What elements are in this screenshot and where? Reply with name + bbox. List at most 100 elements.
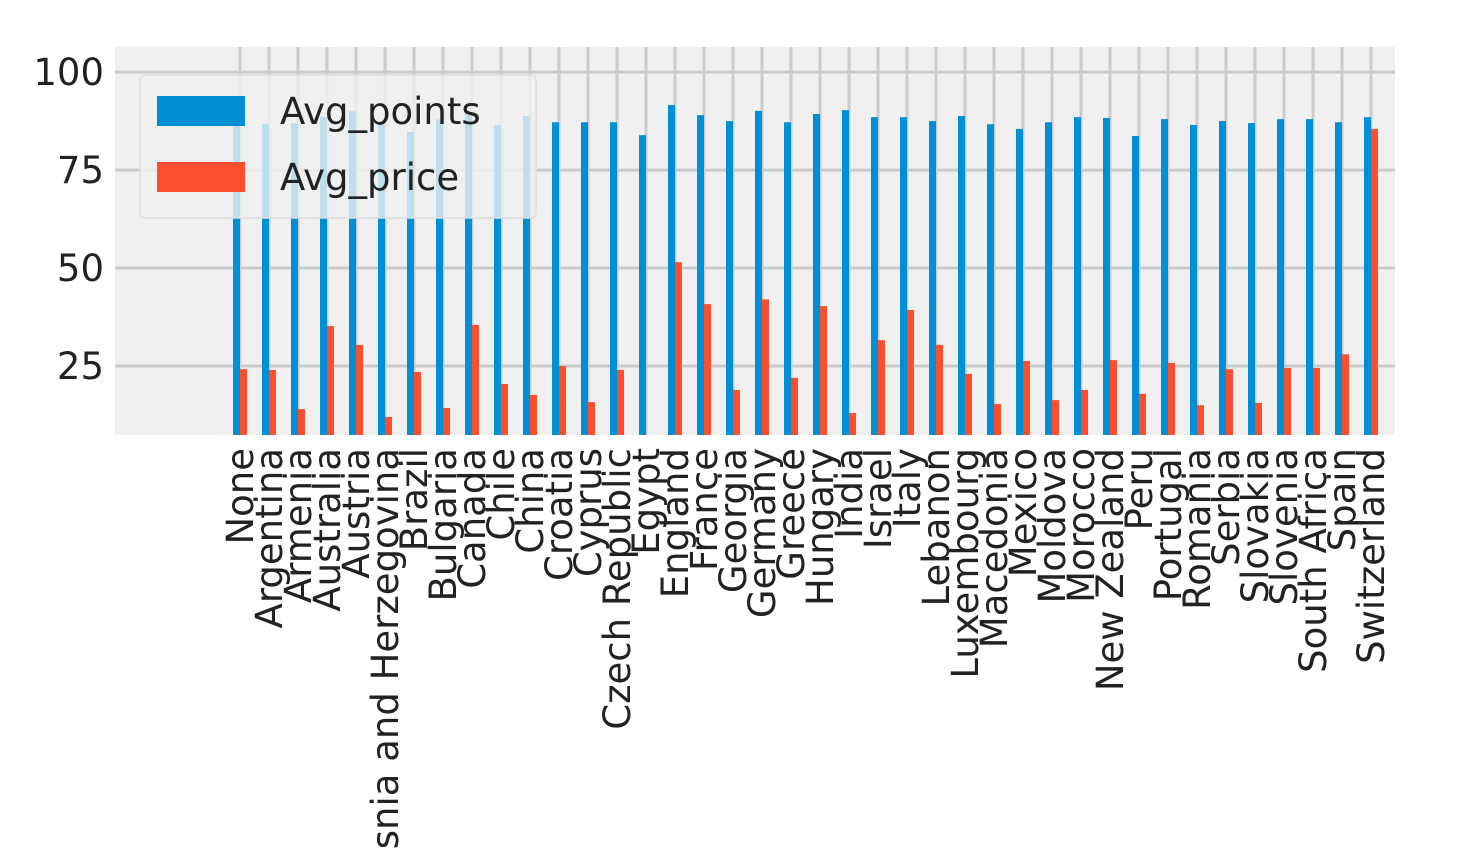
bar <box>871 117 878 435</box>
x-tick-label: Chile <box>480 448 523 541</box>
bar <box>1197 405 1204 435</box>
bar <box>465 113 472 436</box>
x-tick-label: Peru <box>1118 448 1161 530</box>
x-tick-label: India <box>828 448 871 539</box>
bar <box>697 115 704 435</box>
bar <box>262 124 269 436</box>
bar <box>327 326 334 435</box>
y-tick-label: 100 <box>33 51 104 94</box>
y-tick-label: 25 <box>57 345 104 388</box>
x-tick-label: Brazil <box>393 448 436 551</box>
x-tick-label: Macedonia <box>973 448 1016 648</box>
x-tick-label: China <box>509 448 552 554</box>
bar <box>639 135 646 435</box>
x-tick-label: Czech Republic <box>596 448 639 730</box>
bar <box>414 371 421 435</box>
bar <box>559 366 566 435</box>
x-tick-label: Moldova <box>1031 448 1074 604</box>
bar <box>704 304 711 435</box>
bar <box>878 340 885 435</box>
bar <box>1335 122 1342 436</box>
x-tick-label: Canada <box>451 448 494 589</box>
x-tick-label: Armenia <box>277 448 320 603</box>
bar <box>1139 393 1146 435</box>
bar <box>965 373 972 435</box>
bar <box>291 123 298 436</box>
bar <box>523 115 530 435</box>
bar <box>1364 117 1371 435</box>
bar <box>1161 119 1168 435</box>
bar <box>1074 117 1081 435</box>
bar <box>791 377 798 435</box>
bar <box>581 122 588 436</box>
bar <box>269 369 276 435</box>
bar <box>617 369 624 435</box>
y-tick-label: 75 <box>57 149 104 192</box>
bar <box>733 389 740 435</box>
bar <box>842 110 849 435</box>
bar <box>233 123 240 436</box>
bar <box>1052 400 1059 435</box>
x-tick-label: Germany <box>741 448 784 618</box>
bar <box>994 404 1001 435</box>
legend: Avg_points Avg_price <box>139 74 537 219</box>
bar <box>407 132 414 436</box>
x-tick-label: South Africa <box>1292 448 1335 673</box>
bar <box>1016 128 1023 435</box>
bar <box>588 402 595 435</box>
x-tick-label: Mexico <box>1002 448 1045 577</box>
bar <box>1277 119 1284 435</box>
bar <box>820 306 827 435</box>
bar <box>1168 362 1175 435</box>
x-tick-label: Austria <box>335 448 378 579</box>
x-tick-label: Morocco <box>1060 448 1103 603</box>
bar <box>240 369 247 435</box>
x-tick-label: France <box>683 448 726 571</box>
bar <box>349 111 356 435</box>
bar <box>1023 360 1030 435</box>
x-tick-label: Portugal <box>1147 448 1190 601</box>
bar <box>320 117 327 435</box>
x-tick-label: Lebanon <box>915 448 958 606</box>
bar <box>1306 119 1313 435</box>
x-tick-label: Argentina <box>248 448 291 628</box>
bar <box>762 299 769 435</box>
x-tick-label: Luxembourg <box>944 448 987 679</box>
bar <box>726 121 733 435</box>
bar <box>813 114 820 435</box>
x-tick-label: New Zealand <box>1089 448 1132 691</box>
bar <box>784 122 791 436</box>
legend-label: Avg_points <box>280 90 481 133</box>
bar <box>958 115 965 435</box>
legend-label: Avg_price <box>280 156 459 199</box>
x-tick-label: Greece <box>770 448 813 580</box>
bar <box>936 344 943 435</box>
y-tick-label: 50 <box>57 247 104 290</box>
bar <box>1219 121 1226 435</box>
bar <box>675 262 682 435</box>
bar <box>494 124 501 436</box>
bar <box>385 416 392 435</box>
x-tick-label: Australia <box>306 448 349 612</box>
bar <box>472 324 479 435</box>
x-tick-label: Hungary <box>799 448 842 606</box>
x-tick-label: Egypt <box>625 448 668 555</box>
bar <box>298 409 305 435</box>
bar <box>1342 354 1349 435</box>
x-tick-label: Georgia <box>712 448 755 593</box>
x-tick-label: Serbia <box>1205 448 1248 566</box>
bar <box>610 122 617 436</box>
x-tick-label: England <box>654 448 697 598</box>
bar <box>1226 369 1233 435</box>
bar <box>1190 124 1197 436</box>
bar <box>755 110 762 436</box>
bar <box>929 121 936 435</box>
x-tick-label: Bulgaria <box>422 448 465 601</box>
x-tick-label: Switzerland <box>1350 448 1393 664</box>
legend-swatch <box>157 96 245 126</box>
bar <box>501 384 508 435</box>
x-tick-label: Slovenia <box>1263 448 1306 605</box>
bar <box>1313 367 1320 435</box>
bar <box>1248 123 1255 436</box>
